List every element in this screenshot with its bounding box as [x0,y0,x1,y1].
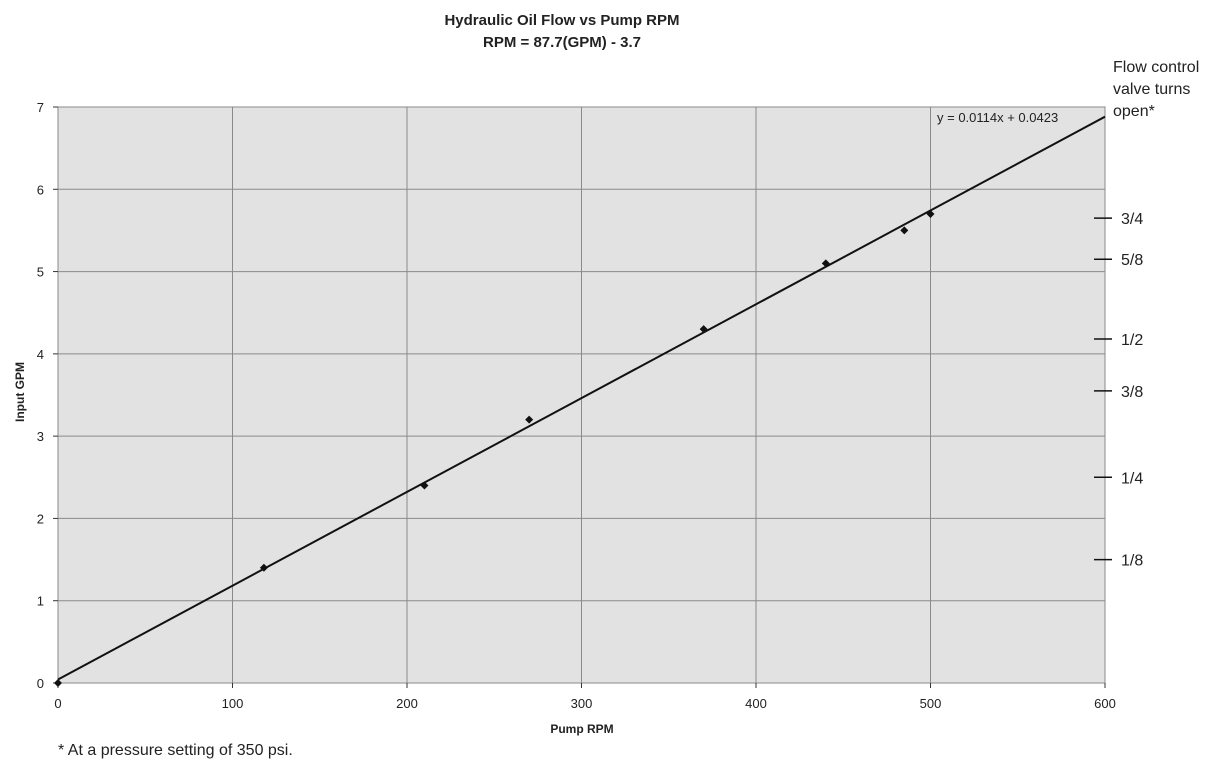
chart-subtitle: RPM = 87.7(GPM) - 3.7 [483,34,641,51]
gridlines [57,106,1106,684]
valve-tick-label: 1/2 [1121,332,1143,349]
footnote: * At a pressure setting of 350 psi. [58,742,293,759]
x-tick-label: 600 [1094,696,1116,711]
y-tick-label: 0 [37,676,44,691]
trendline-equation: y = 0.0114x + 0.0423 [937,110,1058,125]
y-tick-label: 1 [37,594,44,609]
y-tick-label: 6 [37,182,44,197]
x-tick-label: 200 [396,696,418,711]
x-axis-ticks: 0 100 200 300 400 500 600 [54,683,1116,711]
y-tick-label: 7 [37,100,44,115]
y-tick-label: 5 [37,265,44,280]
data-point [699,325,708,334]
valve-tick-label: 5/8 [1121,252,1143,269]
valve-tick-label: 1/8 [1121,553,1143,570]
valve-tick-label: 1/4 [1121,470,1143,487]
valve-tick-label: 3/8 [1121,384,1143,401]
valve-axis-header-line-1: Flow control [1113,59,1199,76]
valve-tick-label: 3/4 [1121,211,1143,228]
valve-axis-header-line-2: valve turns [1113,81,1190,98]
data-points [54,209,935,687]
x-tick-label: 300 [571,696,593,711]
y-axis-ticks: 0 1 2 3 4 5 6 7 [37,100,58,691]
y-tick-label: 3 [37,429,44,444]
data-point [900,226,909,235]
chart-title: Hydraulic Oil Flow vs Pump RPM [444,12,679,29]
data-point [420,481,429,490]
x-tick-label: 100 [222,696,244,711]
x-axis-label: Pump RPM [550,722,613,736]
data-point [926,209,935,218]
data-point [525,415,534,424]
x-tick-label: 500 [920,696,942,711]
valve-turns-axis: 3/4 5/8 1/2 3/8 1/4 1/8 [1094,211,1143,570]
y-tick-label: 2 [37,511,44,526]
data-point [54,679,62,687]
y-tick-label: 4 [37,347,44,362]
y-axis-label: Input GPM [13,362,27,422]
x-tick-label: 0 [54,696,61,711]
data-point [259,563,268,572]
data-point [821,259,830,268]
valve-axis-header-line-3: open* [1113,103,1155,120]
x-tick-label: 400 [745,696,767,711]
